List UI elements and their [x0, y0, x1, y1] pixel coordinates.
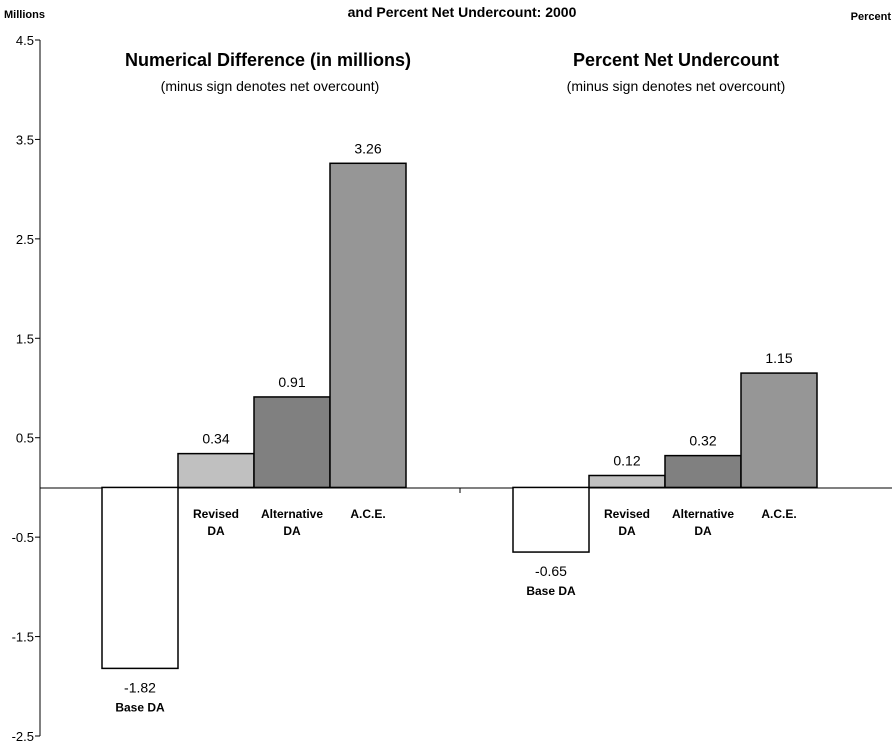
- bar: [588, 474, 666, 489]
- category-label: A.C.E.: [350, 507, 385, 521]
- panel-subtitle-numerical: (minus sign denotes net overcount): [161, 78, 380, 94]
- bars-percent: -0.65 Base DA 0.12 Revised DA 0.32 Alternative…: [512, 350, 818, 598]
- y-tick-label: 3.5: [16, 132, 34, 147]
- category-label: DA: [283, 524, 301, 538]
- data-label: 0.34: [202, 431, 229, 447]
- panel-subtitle-percent: (minus sign denotes net overcount): [567, 78, 786, 94]
- y-axis-ticks: 4.5 3.5 2.5 1.5 0.5 -0.5 -1.5 -2.5: [12, 33, 40, 744]
- category-label: Alternative: [261, 507, 323, 521]
- category-label: DA: [207, 524, 225, 538]
- data-label: 0.32: [689, 433, 716, 449]
- left-axis-label: Millions: [4, 9, 45, 21]
- data-label: 0.12: [613, 452, 640, 468]
- bar: [740, 372, 818, 489]
- panel-title-percent: Percent Net Undercount: [573, 50, 779, 70]
- data-label: 3.26: [354, 140, 381, 156]
- y-tick-label: -2.5: [12, 729, 34, 744]
- bar: [664, 454, 742, 489]
- bar: [177, 452, 255, 489]
- y-tick-label: -0.5: [12, 530, 34, 545]
- bar: [512, 486, 590, 553]
- category-label: Revised: [193, 507, 239, 521]
- chart-title: and Percent Net Undercount: 2000: [348, 4, 577, 20]
- y-tick-label: 4.5: [16, 33, 34, 48]
- y-tick-label: -1.5: [12, 630, 34, 645]
- bars-numerical: -1.82 Base DA 0.34 Revised DA 0.91 Alternative…: [101, 140, 407, 714]
- panel-percent: Percent Net Undercount (minus sign denot…: [512, 50, 818, 598]
- panel-numerical: Numerical Difference (in millions) (minu…: [101, 50, 411, 714]
- y-tick-label: 2.5: [16, 232, 34, 247]
- right-axis-label: Percent: [851, 11, 892, 23]
- category-label: DA: [618, 524, 636, 538]
- data-label: 0.91: [278, 374, 305, 390]
- panel-title-numerical: Numerical Difference (in millions): [125, 50, 411, 70]
- category-label: A.C.E.: [761, 507, 796, 521]
- bar: [329, 162, 407, 489]
- category-label: Base DA: [115, 700, 165, 714]
- category-label: DA: [694, 524, 712, 538]
- category-label: Base DA: [526, 584, 576, 598]
- category-label: Alternative: [672, 507, 734, 521]
- bar: [101, 486, 179, 670]
- y-tick-label: 1.5: [16, 331, 34, 346]
- category-label: Revised: [604, 507, 650, 521]
- bar: [253, 396, 331, 489]
- data-label: -0.65: [535, 563, 567, 579]
- data-label: 1.15: [765, 350, 792, 366]
- data-label: -1.82: [124, 679, 156, 695]
- y-tick-label: 0.5: [16, 431, 34, 446]
